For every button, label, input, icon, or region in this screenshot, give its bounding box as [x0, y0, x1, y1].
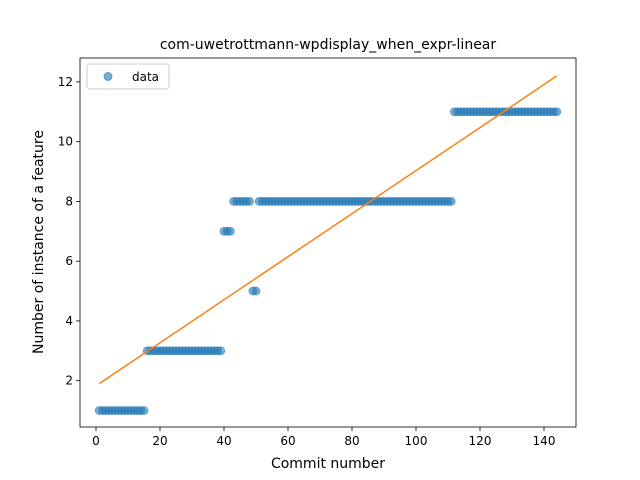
- x-axis-label: Commit number: [271, 456, 385, 472]
- data-point: [552, 107, 562, 117]
- chart-title: com-uwetrottmann-wpdisplay_when_expr-lin…: [160, 37, 497, 53]
- y-tick-label: 2: [65, 374, 73, 388]
- x-tick-label: 40: [216, 434, 231, 448]
- plot-frame: [79, 57, 577, 428]
- legend-box: [86, 63, 170, 90]
- legend-label: data: [132, 70, 159, 84]
- x-tick-label: 0: [92, 434, 100, 448]
- legend-marker: [103, 72, 113, 81]
- y-tick-label: 8: [65, 194, 73, 208]
- y-tick-label: 12: [58, 75, 73, 89]
- x-tick-label: 120: [469, 434, 492, 448]
- y-tick-label: 10: [58, 135, 73, 149]
- x-tick-label: 20: [152, 434, 167, 448]
- plot-area: 0 20 40 60 80 100 120 140 2 4 6 8 10 12 data: [58, 57, 577, 448]
- x-tick-label: 60: [280, 434, 295, 448]
- data-point: [446, 197, 456, 206]
- y-tick-label: 6: [65, 254, 73, 268]
- data-point: [216, 346, 226, 356]
- data-point: [225, 226, 235, 236]
- x-tick-label: 140: [533, 434, 556, 448]
- data-point: [139, 406, 149, 415]
- data-point: [245, 197, 255, 206]
- legend: data: [86, 63, 170, 90]
- x-tick-label: 100: [405, 434, 428, 448]
- data-point: [251, 286, 261, 296]
- y-axis-label: Number of instance of a feature: [31, 130, 47, 354]
- y-tick-label: 4: [65, 314, 73, 328]
- x-tick-label: 80: [344, 434, 359, 448]
- fit-line: [98, 75, 558, 385]
